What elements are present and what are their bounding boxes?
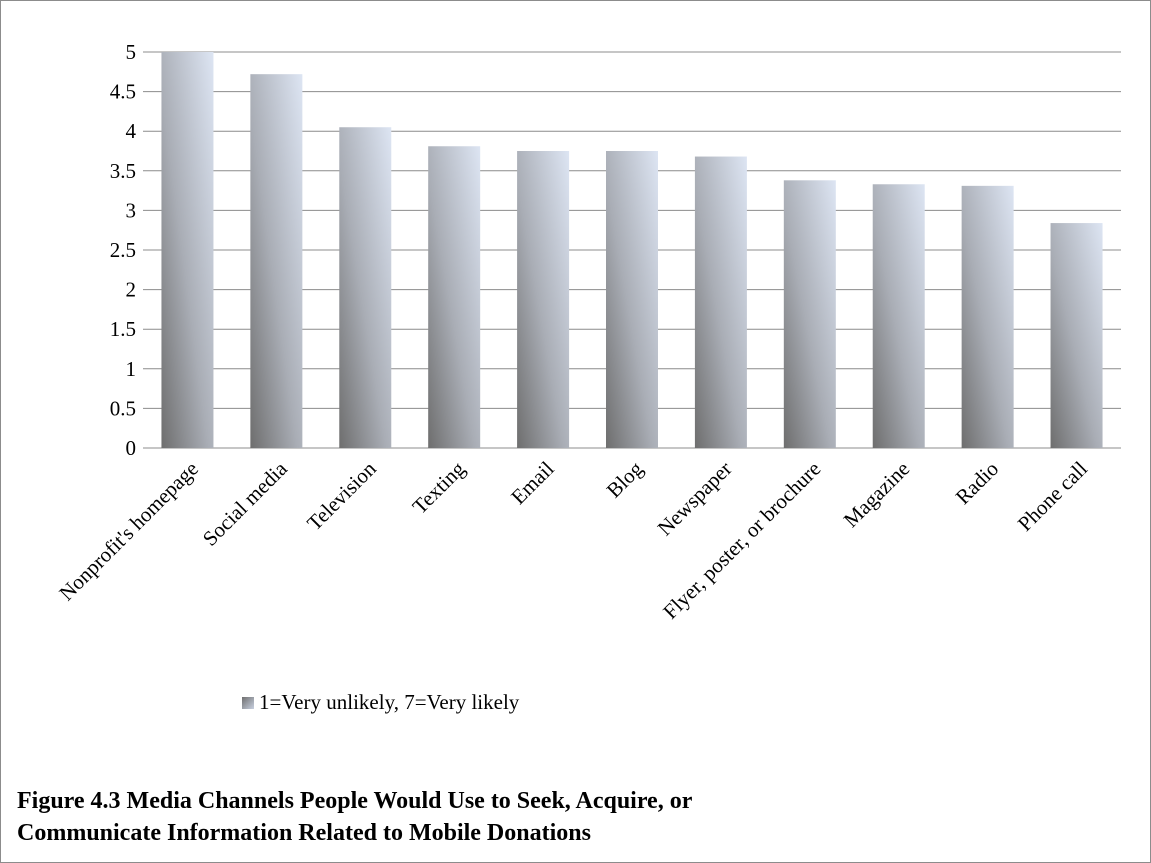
x-category-label: Newspaper [653,457,737,541]
y-tick-label: 0 [126,436,137,460]
figure-caption: Figure 4.3 Media Channels People Would U… [17,785,1117,849]
y-axis-ticks: 0 0.5 1 1.5 2 2.5 3 3.5 4 4.5 5 [110,40,137,460]
y-tick-label: 3 [126,198,137,222]
legend-label: 1=Very unlikely, 7=Very likely [259,690,520,714]
bar [1050,223,1103,448]
legend-swatch [242,696,254,709]
gridlines [143,51,1121,449]
bar-chart: 0 0.5 1 1.5 2 2.5 3 3.5 4 4.5 5 Nonprofit's homepa… [54,40,1121,624]
x-category-label: Television [302,456,381,535]
x-category-label: Phone call [1013,456,1092,535]
x-category-label: Social media [198,456,293,551]
bar [783,180,836,448]
caption-line-2: Communicate Information Related to Mobil… [17,820,591,846]
bar [606,151,658,448]
x-category-label: Texting [408,456,470,518]
x-category-label: Flyer, poster, or brochure [658,457,825,624]
y-tick-label: 1.5 [110,317,136,341]
bar [161,52,214,448]
x-category-label: Magazine [839,457,915,533]
x-category-label: Radio [951,457,1003,509]
y-tick-label: 4 [126,119,137,143]
y-tick-label: 4.5 [110,80,136,104]
x-category-label: Email [506,456,559,509]
x-category-label: Nonprofit's homepage [54,457,203,606]
y-tick-label: 0.5 [110,396,136,420]
y-tick-label: 1 [126,357,137,381]
bar [428,146,481,449]
bar [694,156,747,448]
y-tick-label: 3.5 [110,159,136,183]
bar [517,151,570,448]
y-tick-label: 2 [126,278,137,302]
bar [872,184,925,448]
bar [250,74,303,449]
bar [339,127,392,449]
bars [161,52,1103,449]
bar [961,185,1014,448]
caption-line-1: Figure 4.3 Media Channels People Would U… [17,788,693,814]
y-tick-label: 5 [126,40,137,64]
y-tick-label: 2.5 [110,238,136,262]
legend: 1=Very unlikely, 7=Very likely [242,690,519,715]
x-category-label: Blog [602,456,648,502]
